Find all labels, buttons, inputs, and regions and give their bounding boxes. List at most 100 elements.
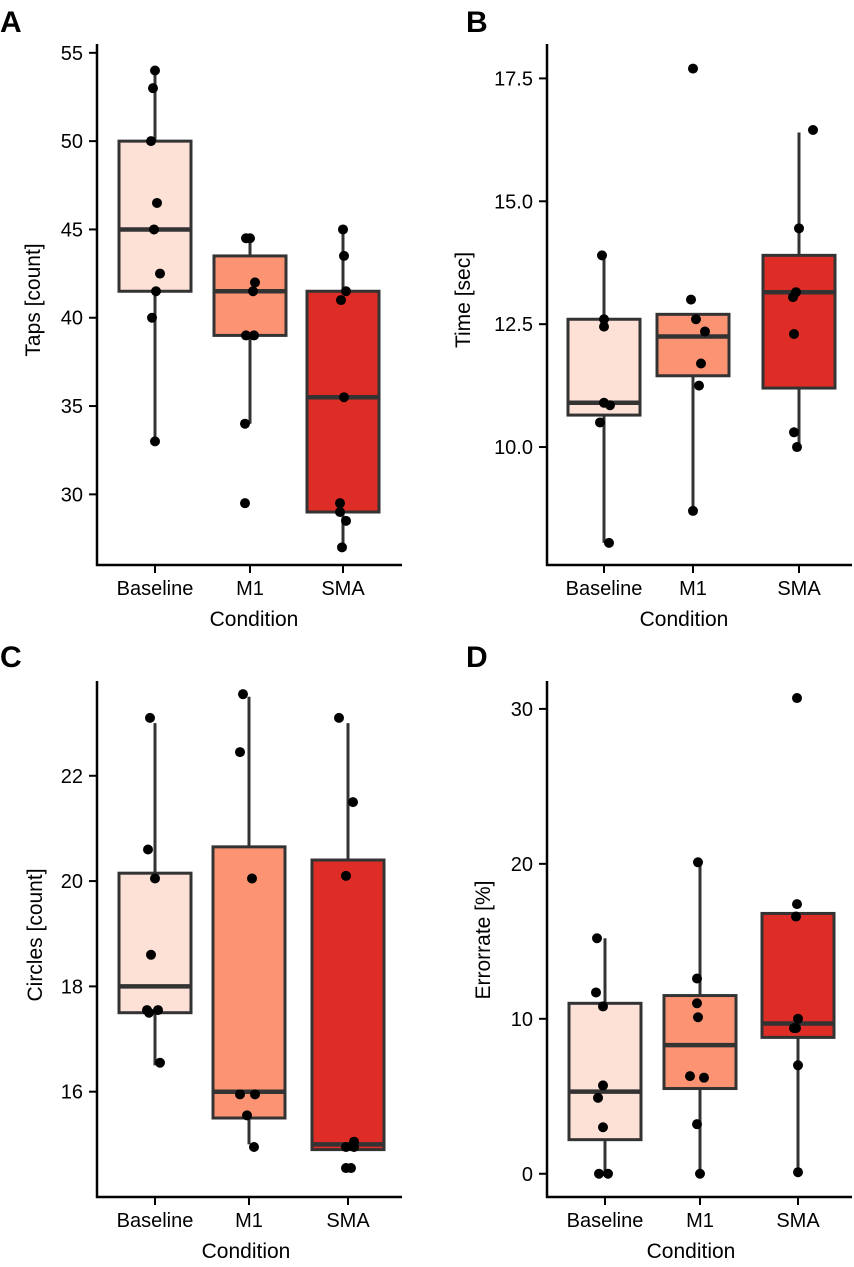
panel-b-y-tick-label: 10.0 [494, 437, 533, 459]
panel-a-data-point [152, 197, 162, 208]
panel-a-y-tick-label: 35 [61, 396, 83, 418]
panel-c-data-point [153, 1005, 163, 1016]
panel-b-data-point [604, 537, 614, 548]
panel-c-x-tick-label: Baseline [117, 1210, 194, 1232]
panel-d-data-point [598, 1122, 608, 1133]
panel-a-box-body [212, 254, 288, 337]
panel-d-y-tick-label: 20 [511, 854, 533, 876]
panel-a-y-tick-label: 55 [61, 43, 83, 65]
panel-a-data-point [250, 277, 260, 288]
panel-d-data-point [593, 1092, 603, 1103]
panel-d-x-tick-label: Baseline [567, 1210, 644, 1232]
panel-c-y-tick-label: 22 [61, 766, 83, 788]
panel-b-data-point [686, 294, 696, 305]
panel-a-data-point [339, 250, 349, 261]
panel-b-y-tick-label: 15.0 [494, 191, 533, 213]
panel-a-data-point [150, 65, 160, 76]
panel-c-data-point [143, 844, 153, 855]
panel-d-y-tick-label: 10 [511, 1009, 533, 1031]
panel-d-y-axis-title: Errorrate [%] [472, 880, 495, 999]
panel-d-data-point [591, 987, 601, 998]
panel-a-x-axis-title: Condition [210, 608, 299, 631]
panel-a-data-point [240, 498, 250, 509]
panel-c-box-sma [310, 723, 386, 1152]
panel-a-data-point [341, 515, 351, 526]
panel-c-box-body [211, 845, 287, 1120]
panel-d-data-point [592, 933, 602, 944]
panel-a-y-tick-label: 45 [61, 219, 83, 241]
panel-b-data-point [696, 358, 706, 369]
panel-b-box-body [655, 312, 731, 378]
panel-c-data-point [238, 689, 248, 700]
panel-a-data-point [335, 507, 345, 518]
panel-c-data-point [150, 873, 160, 884]
panel-d-data-point [791, 1023, 801, 1034]
panel-d: D Errorrate [%] Condition 0 10 20 30 Baselin… [466, 641, 852, 1263]
panel-b-box-body [761, 253, 837, 390]
panel-d-data-point [693, 857, 703, 868]
panel-d-box-m1 [662, 862, 738, 1174]
panel-c-y-axis-title: Circles [count] [24, 868, 47, 1001]
panel-c-data-point [341, 1141, 351, 1152]
panel-d-data-point [692, 973, 702, 984]
panel-b-data-point [595, 417, 605, 428]
panel-a-data-point [241, 233, 251, 244]
panel-c-data-point [235, 1089, 245, 1100]
panel-b-data-point [789, 328, 799, 339]
panel-d-letter: D [466, 641, 488, 674]
panel-a-data-point [337, 542, 347, 553]
panel-d-data-point [699, 1072, 709, 1083]
panel-c-data-point [346, 1163, 356, 1174]
panel-a-box-m1 [212, 238, 288, 424]
panel-a-data-point [338, 224, 348, 235]
panel-b-data-point [788, 292, 798, 303]
panel-d-data-point [692, 998, 702, 1009]
panel-b-data-point [700, 326, 710, 337]
panel-d-data-point [598, 1080, 608, 1091]
panel-d-box-body [567, 1001, 643, 1142]
panel-d-x-axis-title: Condition [647, 1240, 736, 1263]
panel-c-y-tick-label: 18 [61, 976, 83, 998]
panel-c-box-baseline [117, 723, 193, 1066]
panel-a-data-point [155, 268, 165, 279]
panel-a-x-tick-label: M1 [236, 578, 264, 600]
panel-c: C Circles [count] Condition 16 18 20 22 Base… [0, 641, 402, 1263]
panel-b-data-point [691, 314, 701, 325]
panel-b-data-point [808, 125, 818, 136]
panel-d-data-point [793, 1167, 803, 1178]
panel-a-y-tick-label: 50 [61, 131, 83, 153]
panel-c-x-tick-label: M1 [235, 1210, 263, 1232]
panel-c-data-point [249, 1141, 259, 1152]
panel-a-x-tick-label: Baseline [117, 578, 194, 600]
panel-d-data-point [792, 693, 802, 704]
panel-d-box-sma [760, 911, 836, 1173]
panel-c-data-point [235, 747, 245, 758]
panel-c-data-point [146, 949, 156, 960]
panel-c-data-point [341, 870, 351, 881]
panel-d-box-baseline [567, 938, 643, 1174]
panel-c-x-tick-label: SMA [326, 1210, 370, 1232]
panel-a-data-point [339, 392, 349, 403]
panel-b-x-tick-label: SMA [777, 578, 821, 600]
panel-a-y-tick-label: 30 [61, 484, 83, 506]
panel-b-data-point [605, 400, 615, 411]
panel-c-box-m1 [211, 696, 287, 1145]
panel-d-data-point [693, 1012, 703, 1023]
panel-a-data-point [241, 330, 251, 341]
panel-c-data-point [242, 1110, 252, 1121]
panel-a-y-tick-label: 40 [61, 308, 83, 330]
panel-b-x-tick-label: Baseline [566, 578, 643, 600]
panel-a-data-point [150, 436, 160, 447]
panel-c-y-tick-label: 16 [61, 1082, 83, 1104]
panel-d-data-point [598, 1001, 608, 1012]
panel-d-data-point [685, 1071, 695, 1082]
panel-c-letter: C [0, 641, 22, 674]
panel-a-data-point [341, 286, 351, 297]
panel-d-data-point [603, 1168, 613, 1179]
panel-a-letter: A [0, 6, 22, 39]
panel-a-data-point [147, 312, 157, 323]
panel-b: B Time [sec] Condition 10.0 12.5 15.0 17.5 B… [452, 6, 852, 631]
panel-a-box-baseline [117, 70, 193, 442]
panel-b-box-sma [761, 132, 837, 448]
